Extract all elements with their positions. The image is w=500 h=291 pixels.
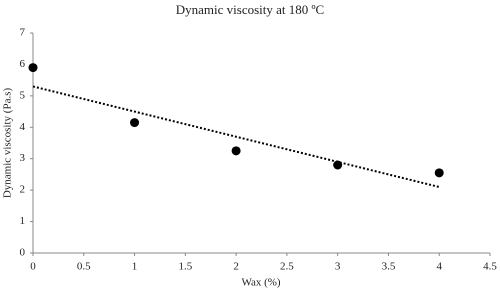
- y-tick-label: 1: [20, 215, 26, 227]
- x-tick-label: 3: [335, 261, 341, 273]
- point: [130, 118, 140, 128]
- y-tick-label: 0: [20, 247, 26, 259]
- point: [434, 168, 444, 178]
- y-tick-label: 4: [20, 121, 26, 133]
- trendline: [32, 85, 440, 188]
- x-tick-label: 1.5: [178, 261, 192, 273]
- y-tick-label: 5: [20, 89, 26, 101]
- chart-title: Dynamic viscosity at 180 ºC: [176, 2, 324, 17]
- x-tick-label: 1: [132, 261, 138, 273]
- x-tick-label: 0.5: [77, 261, 91, 273]
- y-tick-label: 3: [20, 152, 26, 164]
- y-axis-label: Dynamic viscosity (Pa.s): [2, 88, 14, 199]
- point: [28, 63, 38, 73]
- x-tick-label: 2.5: [280, 261, 294, 273]
- y-tick-label: 6: [20, 58, 26, 70]
- x-tick-label: 4: [436, 261, 442, 273]
- x-axis-label: Wax (%): [241, 277, 280, 289]
- y-tick-label: 7: [20, 27, 26, 39]
- x-tick-label: 4.5: [483, 261, 497, 273]
- point: [333, 160, 343, 170]
- x-tick-label: 3.5: [382, 261, 396, 273]
- point: [231, 146, 241, 156]
- x-tick-label: 2: [233, 261, 239, 273]
- x-tick-label: 0: [30, 261, 36, 273]
- y-tick-label: 2: [20, 184, 26, 196]
